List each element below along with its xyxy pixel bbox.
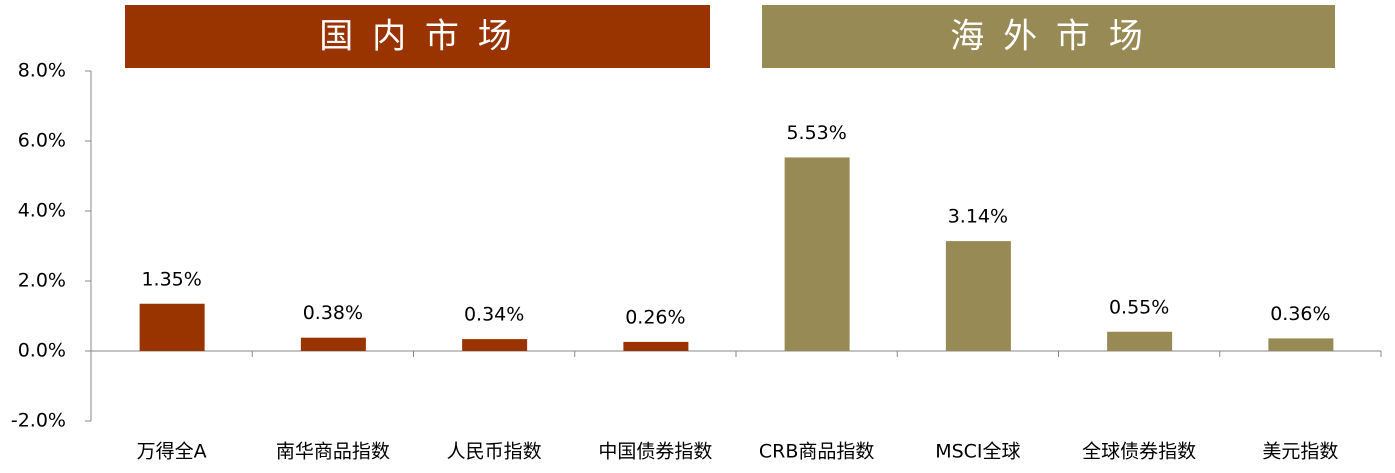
bar bbox=[462, 339, 528, 351]
data-label: 0.36% bbox=[1270, 303, 1330, 325]
bar bbox=[300, 337, 366, 351]
x-tick-label: CRB商品指数 bbox=[759, 441, 875, 463]
y-tick-label: 6.0% bbox=[18, 130, 66, 152]
x-tick-label: 南华商品指数 bbox=[276, 441, 390, 463]
bar bbox=[784, 157, 850, 351]
data-label: 0.26% bbox=[625, 306, 685, 328]
y-tick-label: 0.0% bbox=[18, 340, 66, 362]
x-tick-label: MSCI全球 bbox=[935, 441, 1020, 463]
bar bbox=[1107, 331, 1173, 351]
y-tick-label: 2.0% bbox=[18, 270, 66, 292]
data-label: 5.53% bbox=[786, 122, 846, 144]
data-label: 1.35% bbox=[141, 268, 201, 290]
data-label: 3.14% bbox=[948, 206, 1008, 228]
group-header-label: 海 外 市 场 bbox=[950, 17, 1146, 57]
bar bbox=[1268, 338, 1334, 351]
x-tick-label: 美元指数 bbox=[1262, 441, 1338, 463]
x-tick-label: 人民币指数 bbox=[447, 441, 542, 463]
bar bbox=[623, 341, 689, 351]
bar bbox=[945, 241, 1011, 351]
data-label: 0.55% bbox=[1109, 296, 1169, 318]
x-tick-label: 中国债券指数 bbox=[598, 441, 712, 463]
y-tick-label: 4.0% bbox=[18, 200, 66, 222]
x-tick-label: 万得全A bbox=[137, 441, 207, 463]
group-header bbox=[125, 5, 710, 68]
bar bbox=[139, 303, 205, 351]
y-tick-label: -2.0% bbox=[11, 410, 66, 432]
group-header bbox=[762, 5, 1335, 68]
x-tick-label: 全球债券指数 bbox=[1082, 441, 1196, 463]
data-label: 0.38% bbox=[303, 302, 363, 324]
group-header-label: 国 内 市 场 bbox=[319, 17, 515, 57]
data-label: 0.34% bbox=[464, 304, 524, 326]
y-tick-label: 8.0% bbox=[18, 60, 66, 82]
